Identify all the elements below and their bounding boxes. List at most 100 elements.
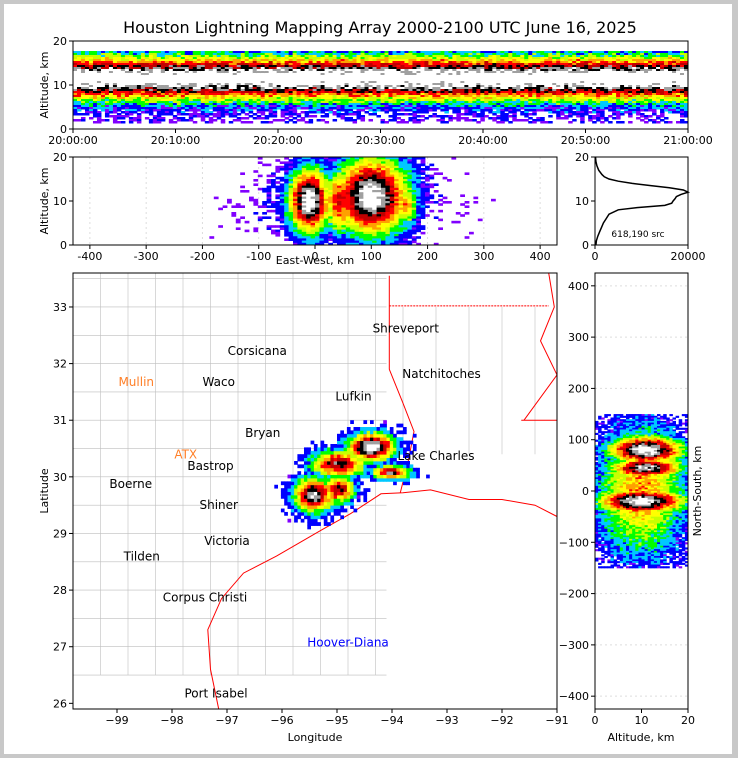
density-cell (536, 65, 541, 68)
density-cell (500, 79, 505, 82)
density-cell (516, 99, 521, 102)
density-cell (428, 69, 433, 72)
density-cell (520, 79, 525, 82)
density-cell (424, 109, 429, 112)
density-cell (312, 53, 318, 56)
density-cell (112, 53, 118, 56)
density-cell (73, 73, 78, 76)
density-cell (516, 55, 521, 58)
density-cell (188, 103, 194, 106)
density-cell (456, 79, 461, 82)
density-cell (284, 79, 290, 82)
density-cell (80, 107, 86, 110)
density-cell (400, 93, 405, 96)
density-cell (196, 95, 202, 98)
density-cell (452, 117, 457, 120)
density-cell (216, 89, 222, 92)
density-cell (212, 115, 218, 118)
density-cell (264, 55, 270, 58)
density-cell (156, 95, 162, 98)
density-cell (140, 91, 146, 94)
density-cell (292, 77, 298, 80)
density-cell (444, 73, 449, 76)
density-cell (600, 51, 605, 54)
density-cell (580, 89, 585, 92)
density-cell (640, 107, 645, 110)
density-cell (520, 61, 525, 64)
density-cell (636, 95, 641, 98)
density-cell (100, 69, 106, 72)
density-cell (628, 69, 633, 72)
density-cell (628, 87, 633, 90)
density-cell (336, 91, 342, 94)
density-cell (572, 55, 577, 58)
density-cell (392, 69, 397, 72)
density-cell (73, 61, 78, 64)
density-cell (73, 105, 78, 108)
density-cell (108, 67, 114, 70)
density-cell (76, 105, 82, 108)
density-cell (284, 63, 290, 66)
density-cell (460, 87, 465, 90)
density-cell (172, 55, 178, 58)
density-cell (356, 55, 362, 58)
density-cell (536, 97, 541, 100)
density-cell (416, 73, 421, 76)
density-cell (108, 101, 114, 104)
density-cell (252, 93, 258, 96)
density-cell (73, 51, 78, 54)
density-cell (296, 83, 302, 86)
density-cell (580, 115, 585, 118)
density-cell (124, 87, 130, 90)
density-cell (512, 101, 517, 104)
density-cell (564, 77, 569, 80)
density-cell (248, 69, 254, 72)
density-cell (560, 55, 565, 58)
density-cell (424, 77, 429, 80)
density-cell (360, 117, 366, 120)
density-cell (208, 101, 214, 104)
density-cell (288, 73, 294, 76)
density-cell (332, 87, 338, 90)
density-cell (444, 59, 449, 62)
density-cell (168, 71, 174, 74)
density-cell (628, 93, 633, 96)
density-cell (316, 79, 322, 82)
density-cell (376, 83, 381, 86)
density-cell (532, 85, 537, 88)
density-cell (180, 117, 186, 120)
density-cell (220, 75, 226, 78)
density-cell (388, 107, 393, 110)
density-cell (580, 57, 585, 60)
density-cell (572, 61, 577, 64)
density-cell (96, 69, 102, 72)
density-cell (264, 93, 270, 96)
density-cell (124, 101, 130, 104)
density-cell (100, 81, 106, 84)
density-cell (504, 71, 509, 74)
density-cell (596, 87, 601, 90)
density-cell (232, 115, 238, 118)
density-cell (476, 115, 481, 118)
density-cell (504, 53, 509, 56)
density-cell (532, 77, 537, 80)
density-cell (388, 79, 393, 82)
density-cell (100, 73, 106, 76)
density-cell (104, 113, 110, 116)
density-cell (160, 75, 166, 78)
density-cell (504, 109, 509, 112)
density-cell (136, 63, 142, 66)
density-cell (380, 63, 385, 66)
density-cell (212, 67, 218, 70)
density-cell (164, 99, 170, 102)
density-cell (252, 85, 258, 88)
density-cell (188, 53, 194, 56)
density-cell (540, 99, 545, 102)
density-cell (200, 83, 206, 86)
density-cell (504, 119, 509, 122)
density-cell (156, 115, 162, 118)
density-cell (660, 55, 665, 58)
density-cell (396, 65, 401, 68)
density-cell (640, 119, 645, 122)
density-cell (420, 81, 425, 84)
